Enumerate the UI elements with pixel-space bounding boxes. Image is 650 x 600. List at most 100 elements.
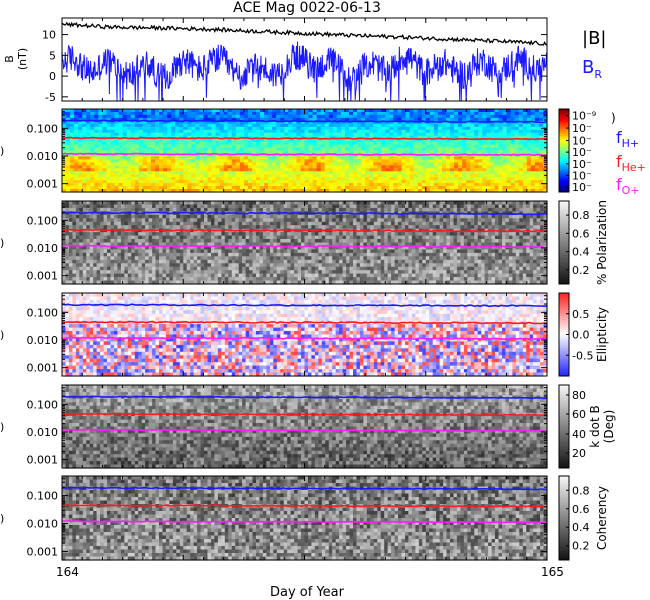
heatmap-cell bbox=[369, 150, 374, 155]
heatmap-cell bbox=[223, 120, 229, 125]
heatmap-cell bbox=[106, 144, 112, 149]
heatmap-cell bbox=[441, 112, 447, 116]
heatmap-cell bbox=[478, 141, 483, 146]
heatmap-cell bbox=[401, 218, 406, 223]
heatmap-cell bbox=[454, 126, 459, 131]
heatmap-cell bbox=[486, 120, 491, 125]
heatmap-cell bbox=[243, 132, 249, 137]
heatmap-cell bbox=[510, 117, 516, 122]
heatmap-cell bbox=[441, 117, 447, 122]
heatmap-cell bbox=[336, 135, 342, 140]
heatmap-cell bbox=[450, 201, 455, 206]
heatmap-cell bbox=[413, 141, 419, 146]
heatmap-cell bbox=[340, 138, 346, 143]
heatmap-cell bbox=[543, 129, 548, 134]
heatmap-cell bbox=[94, 141, 99, 146]
heatmap-cell bbox=[62, 207, 67, 212]
heatmap-cell bbox=[357, 117, 362, 122]
heatmap-cell bbox=[462, 126, 467, 131]
heatmap-cell bbox=[433, 141, 439, 146]
heatmap-cell bbox=[413, 150, 419, 155]
heatmap-cell bbox=[183, 129, 188, 134]
heatmap-cell bbox=[409, 147, 415, 152]
heatmap-cell bbox=[290, 225, 295, 230]
heatmap-cell bbox=[353, 135, 358, 140]
heatmap-cell bbox=[199, 123, 204, 128]
heatmap-cell bbox=[312, 109, 318, 113]
heatmap-cell bbox=[179, 132, 184, 137]
heatmap-cell bbox=[498, 207, 503, 212]
heatmap-cell bbox=[385, 147, 390, 152]
heatmap-cell bbox=[486, 126, 491, 131]
heatmap-cell bbox=[167, 114, 172, 119]
heatmap-cell bbox=[114, 120, 120, 125]
heatmap-cell bbox=[505, 232, 510, 237]
heatmap-cell bbox=[211, 126, 217, 131]
heatmap-cell bbox=[320, 138, 326, 143]
y-tick-label: 0 bbox=[49, 70, 56, 83]
heatmap-cell bbox=[409, 144, 415, 149]
heatmap-cell bbox=[387, 207, 392, 212]
heatmap-cell bbox=[381, 135, 386, 140]
heatmap-cell bbox=[239, 144, 245, 149]
heatmap-cell bbox=[82, 123, 87, 128]
heatmap-cell bbox=[470, 138, 475, 143]
heatmap-cell bbox=[227, 147, 233, 152]
heatmap-cell bbox=[82, 109, 87, 113]
heatmap-cell bbox=[296, 117, 301, 122]
heatmap-cell bbox=[98, 138, 103, 143]
heatmap-cell bbox=[107, 218, 112, 223]
heatmap-cell bbox=[204, 214, 209, 219]
heatmap-cell bbox=[163, 112, 168, 116]
heatmap-cell bbox=[470, 144, 475, 149]
heatmap-cell bbox=[268, 120, 273, 125]
heatmap-cell bbox=[349, 117, 354, 122]
heatmap-cell bbox=[518, 132, 524, 137]
heatmap-cell bbox=[175, 120, 180, 125]
heatmap-cell bbox=[110, 232, 115, 237]
heatmap-cell bbox=[288, 138, 293, 143]
heatmap-cell bbox=[235, 117, 241, 122]
heatmap-cell bbox=[146, 138, 152, 143]
heatmap-cell bbox=[519, 218, 524, 223]
heatmap-cell bbox=[118, 109, 124, 113]
heatmap-cell bbox=[425, 114, 431, 119]
heatmap-cell bbox=[199, 114, 204, 119]
heatmap-cell bbox=[264, 135, 269, 140]
heatmap-cell bbox=[292, 132, 297, 137]
heatmap-cell bbox=[522, 138, 528, 143]
heatmap-cell bbox=[146, 129, 152, 134]
heatmap-cell bbox=[311, 225, 316, 230]
heatmap-cell bbox=[409, 132, 415, 137]
heatmap-cell bbox=[283, 207, 288, 212]
heatmap-cell bbox=[203, 132, 209, 137]
heatmap-cell bbox=[349, 144, 354, 149]
heatmap-cell bbox=[494, 135, 500, 140]
heatmap-cell bbox=[324, 141, 330, 146]
heatmap-cell bbox=[79, 232, 84, 237]
heatmap-cell bbox=[159, 112, 164, 116]
heatmap-cell bbox=[474, 135, 479, 140]
heatmap-cell bbox=[171, 150, 176, 155]
heatmap-cell bbox=[328, 132, 334, 137]
heatmap-cell bbox=[142, 120, 148, 125]
heatmap-cell bbox=[179, 109, 184, 113]
heatmap-cell bbox=[187, 117, 192, 122]
heatmap-cell bbox=[118, 150, 124, 155]
heatmap-cell bbox=[191, 114, 196, 119]
heatmap-cell bbox=[296, 138, 301, 143]
heatmap-cell bbox=[361, 147, 366, 152]
heatmap-cell bbox=[223, 141, 229, 146]
heatmap-cell bbox=[454, 147, 459, 152]
heatmap-cell bbox=[398, 232, 403, 237]
heatmap-cell bbox=[159, 141, 164, 146]
heatmap-cell bbox=[342, 214, 347, 219]
heatmap-cell bbox=[300, 150, 306, 155]
heatmap-cell bbox=[506, 144, 512, 149]
heatmap-cell bbox=[292, 147, 297, 152]
heatmap-cell bbox=[243, 138, 249, 143]
heatmap-cell bbox=[502, 132, 508, 137]
heatmap-cell bbox=[82, 218, 87, 223]
heatmap-cell bbox=[148, 218, 153, 223]
